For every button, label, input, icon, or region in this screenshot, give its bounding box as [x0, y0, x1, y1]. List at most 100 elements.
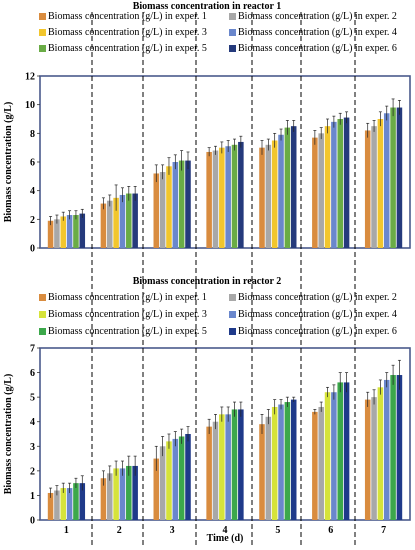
x-tick-label: 3 — [170, 525, 175, 536]
bar — [238, 409, 244, 520]
legend-item: Biomass concentration (g/L) in exper. 3 — [39, 309, 207, 320]
bar — [178, 160, 185, 248]
bar — [231, 144, 238, 248]
bar — [290, 399, 297, 520]
bar — [219, 414, 225, 520]
legend-item: Biomass concentration (g/L) in exper. 1 — [39, 11, 207, 22]
bar — [113, 468, 119, 520]
y-axis-title: Biomass concentration (g/L) — [3, 374, 14, 495]
bar — [107, 473, 113, 520]
bar — [271, 406, 278, 520]
y-axis-title: Biomass concentration (g/L) — [3, 102, 14, 223]
legend-swatch — [229, 328, 236, 335]
bar — [331, 121, 337, 248]
bar — [259, 147, 265, 248]
legend-label: Biomass concentration (g/L) in exper. 5 — [48, 326, 207, 337]
bar — [159, 172, 166, 248]
y-tick-label: 3 — [30, 442, 35, 453]
x-tick-label: 1 — [64, 525, 69, 536]
bar — [364, 130, 371, 248]
legend-label: Biomass concentration (g/L) in exper. 4 — [238, 27, 397, 38]
bar — [324, 392, 331, 520]
bar — [312, 411, 318, 520]
bar — [364, 399, 371, 520]
legend-swatch — [39, 311, 46, 318]
bar — [225, 414, 231, 520]
bar — [265, 144, 272, 248]
bar — [126, 465, 132, 520]
legend-label: Biomass concentration (g/L) in exper. 3 — [48, 309, 207, 320]
bar — [371, 126, 377, 248]
bar — [265, 416, 272, 520]
bar — [126, 193, 132, 248]
legend-label: Biomass concentration (g/L) in exper. 4 — [238, 309, 397, 320]
bar — [271, 140, 278, 248]
bar — [238, 141, 244, 248]
y-tick-label: 4 — [30, 417, 35, 428]
legend-swatch — [39, 29, 46, 36]
bar — [206, 426, 212, 520]
bar — [159, 446, 166, 520]
legend-swatch — [39, 328, 46, 335]
legend-swatch — [229, 294, 236, 301]
bar — [185, 434, 191, 520]
bar — [100, 203, 107, 248]
bar — [331, 392, 337, 520]
y-tick-label: 7 — [30, 344, 35, 355]
bar — [206, 151, 212, 248]
legend-item: Biomass concentration (g/L) in exper. 5 — [39, 326, 207, 337]
y-tick-label: 6 — [30, 368, 35, 379]
bar — [212, 421, 219, 520]
x-tick-label: 6 — [328, 525, 333, 536]
x-tick-label: 5 — [275, 525, 280, 536]
bar — [47, 220, 54, 248]
bar — [153, 173, 160, 248]
bar — [343, 117, 350, 248]
legend-swatch — [229, 29, 236, 36]
bar — [390, 375, 396, 520]
y-tick-label: 6 — [30, 158, 35, 169]
bar — [166, 166, 172, 248]
bar — [172, 438, 179, 520]
y-tick-label: 12 — [25, 72, 35, 83]
bar — [312, 137, 318, 248]
bar — [337, 119, 343, 248]
bar — [60, 488, 67, 520]
bar — [107, 200, 113, 248]
legend-item: Biomass concentration (g/L) in exper. 1 — [39, 292, 207, 303]
bar — [66, 488, 73, 520]
legend-item: Biomass concentration (g/L) in exper. 6 — [229, 43, 397, 54]
bar — [73, 483, 79, 520]
legend-item: Biomass concentration (g/L) in exper. 4 — [229, 27, 397, 38]
x-tick-label: 2 — [117, 525, 122, 536]
chart-reactor-1: Biomass concentration in reactor 1Biomas… — [3, 1, 411, 255]
bar — [383, 113, 390, 249]
y-tick-label: 0 — [30, 244, 35, 255]
bar — [225, 146, 231, 248]
x-axis-title: Time (d) — [207, 533, 244, 544]
bar — [66, 215, 73, 248]
bar — [79, 213, 86, 248]
legend-label: Biomass concentration (g/L) in exper. 1 — [48, 292, 207, 303]
legend-item: Biomass concentration (g/L) in exper. 2 — [229, 11, 397, 22]
bar — [166, 441, 172, 520]
bar — [132, 465, 138, 520]
bar — [284, 402, 291, 520]
y-tick-label: 8 — [30, 129, 35, 140]
bar — [47, 492, 54, 520]
legend-label: Biomass concentration (g/L) in exper. 2 — [238, 292, 397, 303]
bar — [172, 162, 179, 248]
bar — [113, 197, 119, 248]
bar — [337, 382, 343, 520]
legend-label: Biomass concentration (g/L) in exper. 5 — [48, 43, 207, 54]
y-tick-label: 10 — [25, 100, 35, 111]
y-tick-label: 1 — [30, 491, 35, 502]
y-tick-label: 5 — [30, 393, 35, 404]
y-tick-label: 0 — [30, 516, 35, 527]
legend-item: Biomass concentration (g/L) in exper. 2 — [229, 292, 397, 303]
legend-item: Biomass concentration (g/L) in exper. 4 — [229, 309, 397, 320]
legend-label: Biomass concentration (g/L) in exper. 6 — [238, 326, 397, 337]
legend-label: Biomass concentration (g/L) in exper. 1 — [48, 11, 207, 22]
bar — [324, 126, 331, 248]
